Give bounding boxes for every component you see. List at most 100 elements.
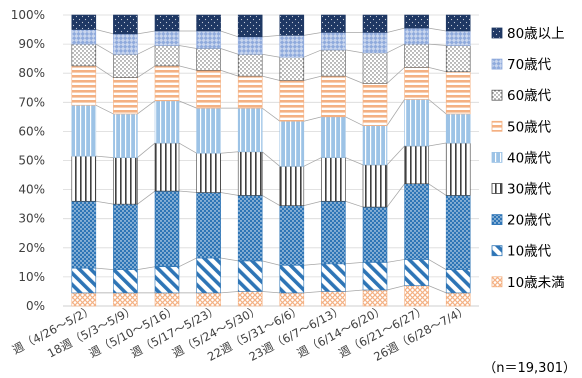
series-line-s8-c8: [386, 27, 405, 33]
series-line-s7-c4: [220, 48, 239, 55]
bar-segment-c5-s3: [237, 195, 263, 262]
bar-segment-c9-s1: [404, 285, 429, 307]
bar-segment-c1-s8: [71, 29, 97, 45]
bar-segment-c10-s6: [445, 71, 471, 115]
bar-segment-c3-s3: [154, 190, 180, 268]
bar-segment-c2-s5: [113, 113, 138, 158]
bar-segment-c5-s7: [237, 53, 263, 77]
bar-stack-3: [154, 14, 180, 307]
series-line-s7-c5: [262, 53, 280, 58]
bar-segment-c4-s7: [196, 48, 221, 71]
bar-segment-c5-s5: [237, 107, 263, 153]
bar-segment-c5-s6: [237, 75, 263, 109]
bar-stack-6: [279, 14, 305, 307]
series-line-s7-c3: [178, 45, 197, 49]
bar-segment-c4-s8: [196, 30, 221, 49]
bar-segment-c7-s4: [321, 157, 346, 202]
bar-segment-c8-s6: [362, 83, 388, 126]
bar-segment-c8-s2: [362, 262, 388, 291]
series-line-s2-c8: [386, 259, 405, 263]
bar-segment-c2-s7: [113, 53, 138, 78]
legend-swatch: [491, 214, 503, 226]
legend-label: 50歳代: [507, 119, 552, 135]
bar-segment-c7-s6: [321, 75, 346, 118]
legend-label: 10歳未満: [507, 275, 565, 291]
series-line-s1-c5: [262, 291, 280, 294]
legend-label: 30歳代: [507, 182, 552, 198]
bar-segment-c4-s5: [196, 107, 221, 154]
legend-swatch: [491, 27, 503, 39]
series-line-s6-c8: [386, 67, 405, 84]
legend: 80歳以上 70歳代 60歳代 50歳代 40歳代 30歳代 20歳代 10歳代 10歳未満: [491, 26, 565, 291]
bar-segment-c9-s7: [404, 43, 429, 68]
y-tick-label: 30%: [18, 212, 45, 226]
bar-segment-c5-s1: [237, 291, 263, 307]
legend-swatch: [491, 151, 503, 163]
series-line-s8-c2: [137, 30, 156, 35]
series-line-s6-c1: [95, 65, 114, 78]
series-line-s5-c2: [137, 100, 156, 115]
bar-segment-c10-s5: [445, 113, 471, 144]
bar-segment-c6-s6: [279, 80, 305, 122]
bar-segment-c7-s7: [321, 49, 346, 77]
series-line-s3-c9: [428, 183, 447, 196]
series-lines: [95, 27, 447, 294]
bar-segment-c1-s4: [71, 155, 97, 202]
bar-segment-c1-s5: [71, 104, 97, 157]
series-line-s1-c9: [428, 285, 447, 294]
y-tick-label: 80%: [18, 66, 45, 80]
bar-segment-c8-s4: [362, 164, 388, 208]
bar-segment-c3-s6: [154, 65, 180, 102]
bar-segment-c10-s9: [445, 14, 471, 32]
series-line-s6-c5: [262, 75, 280, 81]
series-line-s6-c7: [345, 75, 364, 84]
bar-segment-c2-s4: [113, 157, 138, 205]
bar-segment-c7-s8: [321, 32, 346, 51]
legend-swatch: [491, 120, 503, 132]
bar-segment-c3-s9: [154, 14, 180, 32]
bar-segment-c9-s8: [404, 27, 429, 45]
series-line-s3-c8: [386, 183, 405, 208]
bar-segment-c8-s8: [362, 32, 388, 54]
bar-segment-c10-s2: [445, 269, 471, 294]
series-line-s7-c9: [428, 43, 447, 46]
series-line-s4-c4: [220, 151, 239, 154]
bar-segment-c2-s3: [113, 203, 138, 270]
bar-segment-c8-s7: [362, 52, 388, 84]
legend-label: 80歳以上: [507, 26, 565, 42]
bar-segment-c5-s4: [237, 151, 263, 196]
bar-segment-c1-s3: [71, 200, 97, 269]
bar-segment-c7-s5: [321, 116, 346, 158]
legend-item-4: 50歳代: [491, 119, 552, 135]
bar-segment-c2-s1: [113, 292, 138, 307]
bar-segment-c6-s2: [279, 264, 305, 294]
series-line-s7-c7: [345, 49, 364, 54]
bar-segment-c2-s9: [113, 14, 138, 35]
bar-segment-c3-s5: [154, 100, 180, 144]
legend-swatch: [491, 183, 503, 194]
bar-stack-1: [71, 14, 97, 307]
series-line-s4-c6: [303, 157, 322, 167]
bar-segment-c7-s3: [321, 200, 346, 265]
bar-segment-c9-s9: [404, 14, 429, 29]
bar-stack-8: [362, 14, 388, 307]
legend-item-5: 40歳代: [491, 150, 552, 166]
bar-segment-c1-s6: [71, 65, 97, 106]
legend-item-1: 80歳以上: [491, 26, 565, 42]
legend-label: 20歳代: [507, 213, 552, 229]
series-line-s8-c9: [428, 27, 447, 32]
legend-item-7: 20歳代: [491, 213, 552, 229]
bar-segment-c10-s7: [445, 45, 471, 73]
series-line-s3-c4: [220, 192, 239, 196]
bar-stack-4: [196, 14, 221, 307]
legend-swatch: [491, 89, 503, 101]
bar-segment-c2-s8: [113, 33, 138, 55]
bar-segment-c6-s8: [279, 35, 305, 58]
series-line-s4-c8: [386, 145, 405, 166]
bar-segment-c3-s4: [154, 142, 180, 192]
series-line-s4-c5: [261, 151, 281, 167]
bar-segment-c2-s2: [113, 269, 138, 294]
series-line-s1-c6: [303, 291, 322, 294]
series-line-s5-c5: [261, 107, 281, 122]
legend-swatch: [491, 58, 503, 70]
